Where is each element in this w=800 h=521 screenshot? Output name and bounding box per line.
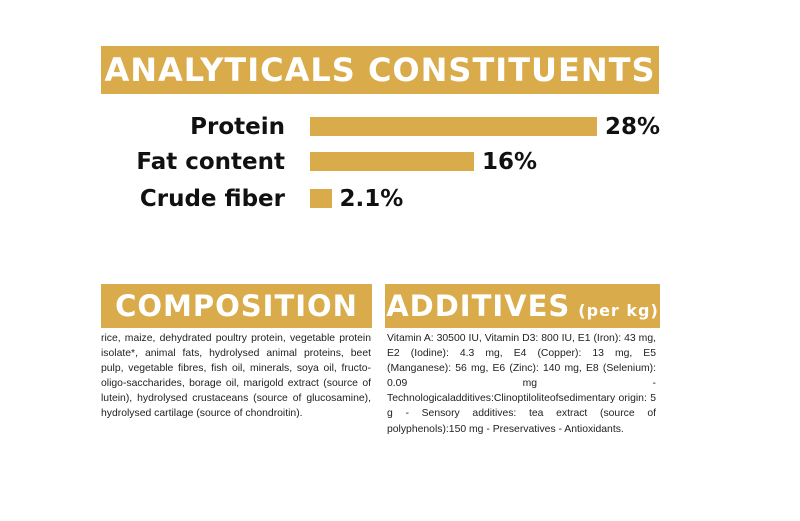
analytics-title-banner: ANALYTICALS CONSTITUENTS xyxy=(101,46,659,94)
analytics-title: ANALYTICALS CONSTITUENTS xyxy=(104,51,656,89)
composition-title: COMPOSITION xyxy=(115,289,358,323)
analytics-label: Crude fiber xyxy=(139,186,285,212)
analytics-value: 28% xyxy=(605,114,661,140)
analytics-label: Fat content xyxy=(136,149,285,175)
analytics-bar xyxy=(310,152,474,171)
additives-title: ADDITIVES xyxy=(386,289,571,323)
analytics-label: Protein xyxy=(190,114,285,140)
analytics-bar xyxy=(310,189,332,208)
analytics-value: 2.1% xyxy=(339,186,404,212)
additives-unit: (per kg) xyxy=(578,300,659,320)
composition-text: rice, maize, dehydrated poultry protein,… xyxy=(101,333,371,420)
additives-title-banner: ADDITIVES (per kg) xyxy=(385,284,660,328)
additives-text: Vitamin A: 30500 IU, Vitamin D3: 800 IU,… xyxy=(387,333,656,435)
analytics-bar xyxy=(310,117,597,136)
composition-title-banner: COMPOSITION xyxy=(101,284,372,328)
analytics-value: 16% xyxy=(482,149,538,175)
